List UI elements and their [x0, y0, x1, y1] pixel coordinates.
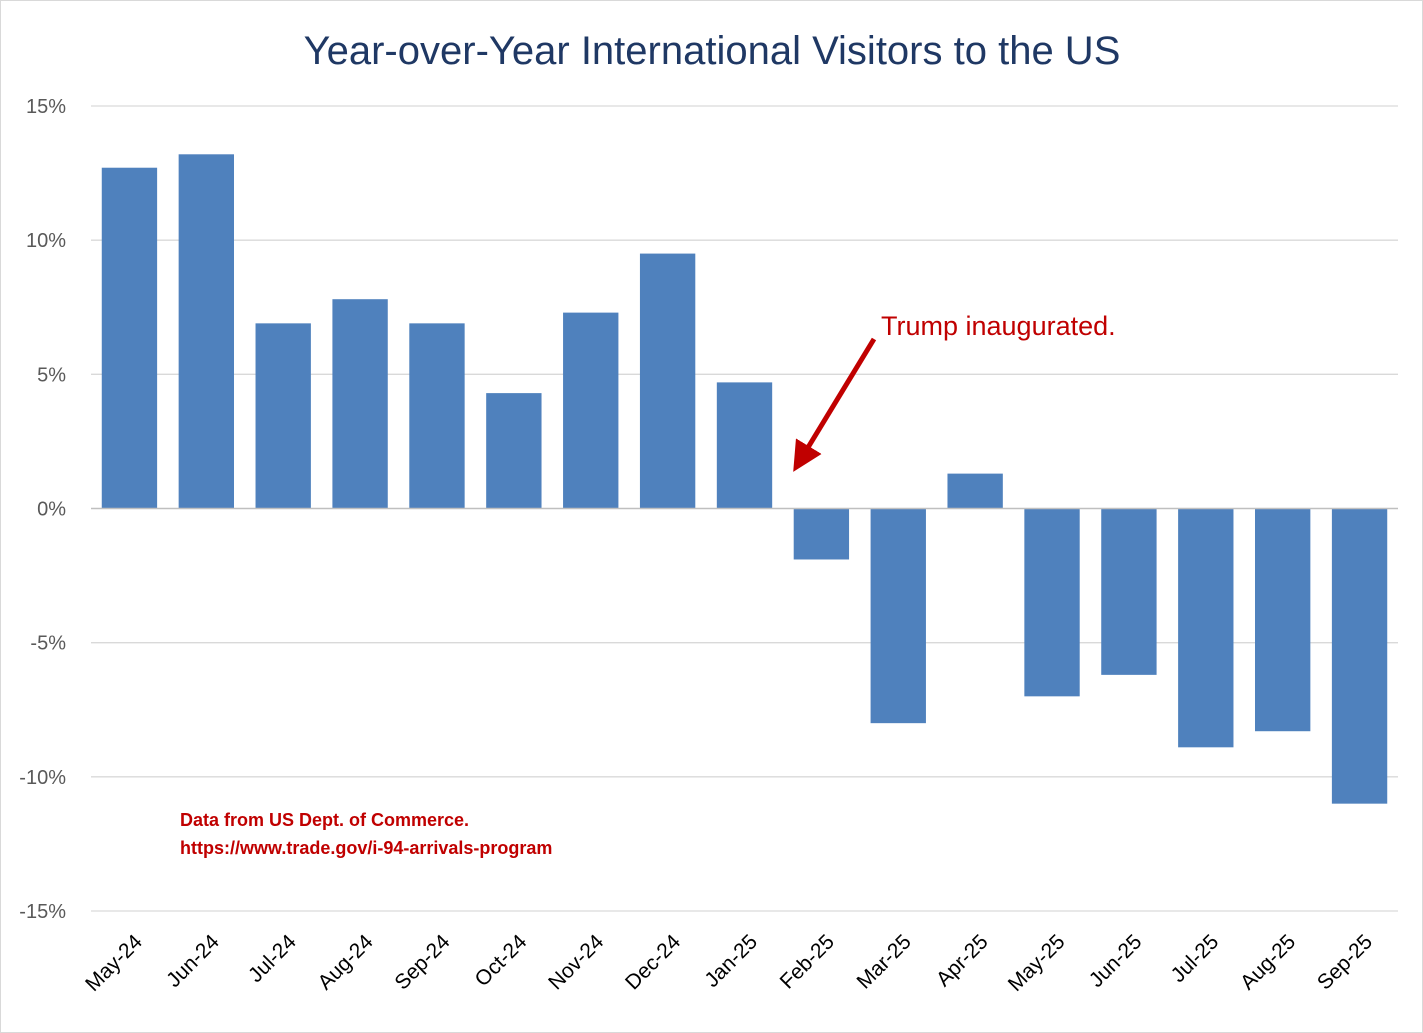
bar-dec-24: [639, 253, 696, 509]
x-tick-label: Feb-25: [776, 930, 839, 993]
x-tick-label: Oct-24: [471, 930, 532, 991]
source-note: Data from US Dept. of Commerce. https://…: [180, 810, 552, 858]
x-tick-label: May-25: [1004, 930, 1070, 996]
bar-jun-24: [178, 154, 235, 509]
x-tick-label: Jan-25: [700, 930, 762, 992]
bar-apr-25: [947, 473, 1003, 509]
annotation-arrow-icon: [793, 337, 877, 472]
y-tick-label: -10%: [19, 767, 66, 789]
y-tick-label: 0%: [37, 499, 66, 521]
x-tick-label: Apr-25: [932, 930, 993, 991]
annotation-text: Trump inaugurated.: [881, 311, 1116, 341]
x-tick-label: Dec-24: [621, 930, 685, 994]
bar-aug-24: [332, 299, 388, 509]
x-tick-label: Mar-25: [852, 930, 915, 993]
x-tick-label: Nov-24: [544, 930, 608, 994]
bar-jan-25: [716, 382, 773, 509]
x-tick-label: Jun-25: [1085, 930, 1147, 992]
bar-jul-24: [255, 323, 311, 509]
y-tick-label: 10%: [26, 230, 66, 252]
bar-sep-24: [409, 323, 465, 509]
x-tick-label: Aug-24: [313, 930, 377, 994]
annotation: Trump inaugurated.: [793, 311, 1116, 472]
chart-title: Year-over-Year International Visitors to…: [304, 29, 1121, 73]
bars: [101, 154, 1388, 804]
y-tick-label: 15%: [26, 96, 66, 118]
bar-aug-25: [1254, 508, 1311, 732]
y-tick-label: -15%: [19, 901, 66, 923]
x-tick-label: Jul-25: [1167, 930, 1224, 987]
x-tick-label: May-24: [81, 930, 147, 996]
y-tick-label: -5%: [30, 633, 66, 655]
source-note-line-1: Data from US Dept. of Commerce.: [180, 810, 469, 830]
bar-sep-25: [1331, 508, 1388, 804]
bar-jul-25: [1178, 508, 1234, 748]
bar-feb-25: [793, 508, 850, 560]
x-tick-label: Jun-24: [162, 930, 224, 992]
x-tick-label: Sep-25: [1313, 930, 1377, 994]
x-tick-label: Jul-24: [244, 930, 301, 987]
x-tick-labels: May-24 Jun-24 Jul-24 Aug-24 Sep-24 Oct-24 Nov-…: [81, 930, 1377, 996]
bar-nov-24: [563, 312, 619, 509]
bar-mar-25: [870, 508, 926, 724]
source-note-line-2: https://www.trade.gov/i-94-arrivals-prog…: [180, 838, 552, 858]
y-tick-labels: 15% 10% 5% 0% -5% -10% -15%: [19, 96, 66, 923]
x-tick-label: Aug-25: [1236, 930, 1300, 994]
y-tick-label: 5%: [37, 364, 66, 386]
bar-may-24: [101, 167, 158, 509]
bar-oct-24: [486, 393, 542, 509]
bar-may-25: [1024, 508, 1080, 697]
bar-jun-25: [1101, 508, 1157, 675]
x-tick-label: Sep-24: [390, 930, 454, 994]
